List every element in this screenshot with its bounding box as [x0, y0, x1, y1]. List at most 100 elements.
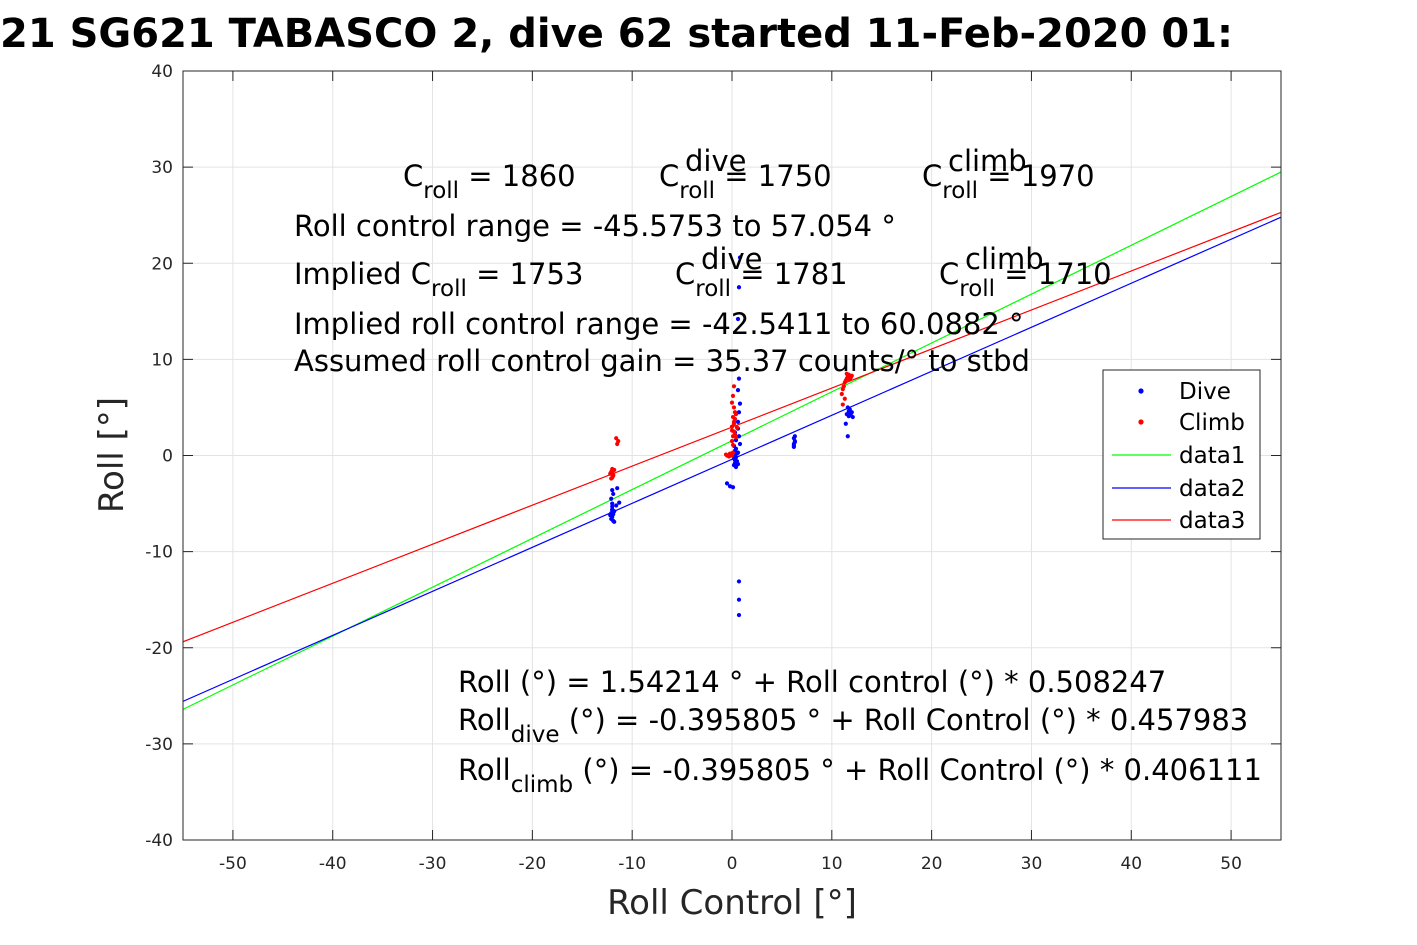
point-dive [610, 501, 615, 506]
point-climb [849, 373, 854, 378]
point-climb [729, 400, 735, 405]
point-dive [610, 504, 615, 509]
point-climb [842, 396, 847, 401]
x-tick-labels: -50 -40 -30 -20 -10 0 10 20 30 40 50 [219, 854, 1242, 874]
x-tick-label: 50 [1220, 854, 1242, 874]
point-dive [734, 459, 740, 464]
point-dive [850, 414, 855, 420]
point-dive [735, 388, 741, 393]
annotation-implied-c-roll-dive-sup: dive [701, 242, 762, 276]
point-climb [731, 384, 737, 389]
point-climb [733, 412, 739, 417]
point-dive [735, 450, 741, 455]
annotation-c-roll-climb-sup: climb [948, 144, 1027, 178]
grid [183, 70, 1281, 841]
series-line-data2 [183, 216, 1281, 702]
legend-label-data1: data1 [1179, 443, 1245, 469]
annotation-c-roll-dive-sup: dive [685, 144, 746, 178]
annotation-implied-range: Implied roll control range = -42.5411 to… [294, 307, 1024, 341]
point-climb [730, 450, 736, 455]
annotation-c-roll-climb: Croll = 1970 [922, 159, 1095, 204]
annotation-implied-c-roll-dive: Croll = 1781 [675, 257, 848, 302]
annotation-range: Roll control range = -45.5753 to 57.054 … [294, 209, 896, 243]
point-climb [723, 452, 729, 457]
annotation-c-roll-dive: Croll = 1750 [659, 159, 832, 204]
point-dive [736, 597, 742, 602]
x-tick-label: -10 [618, 854, 646, 874]
point-dive [730, 485, 736, 490]
legend-label-dive: Dive [1179, 379, 1231, 405]
x-tick-label: 30 [1021, 854, 1043, 874]
point-dive [847, 407, 852, 412]
point-climb [610, 470, 615, 475]
legend-label-data2: data2 [1179, 476, 1245, 502]
legend-label-data3: data3 [1179, 508, 1245, 534]
point-dive [736, 376, 742, 381]
legend-marker-dive [1138, 388, 1144, 394]
axes-box [182, 70, 1282, 841]
annotation-implied-c-roll-climb: Croll = 1710 [939, 257, 1112, 302]
x-tick-label: -30 [419, 854, 447, 874]
annotation-gain: Assumed roll control gain = 35.37 counts… [294, 344, 1030, 378]
y-tick-label: -20 [145, 639, 173, 659]
point-dive [845, 434, 850, 439]
y-tick-label: 30 [151, 158, 173, 178]
x-tick-label: -20 [518, 854, 546, 874]
point-dive [737, 401, 743, 406]
annotation-fit-climb: Rollclimb (°) = -0.395805 ° + Roll Contr… [458, 753, 1262, 798]
point-climb [839, 391, 844, 397]
point-dive [609, 496, 614, 501]
point-dive [735, 316, 741, 322]
point-climb [609, 476, 614, 481]
x-tick-label: -50 [219, 854, 247, 874]
point-dive [737, 441, 743, 447]
point-climb [729, 438, 735, 444]
point-dive [611, 491, 616, 497]
scatter-points [608, 255, 855, 618]
y-tick-label: -30 [145, 735, 173, 755]
point-dive [735, 419, 741, 424]
x-tick-label: 0 [727, 854, 738, 874]
point-dive [615, 486, 620, 491]
point-climb [729, 428, 735, 433]
point-dive [610, 508, 615, 513]
point-climb [734, 425, 740, 430]
point-dive [737, 255, 743, 260]
point-dive [792, 434, 797, 439]
point-climb [731, 405, 737, 410]
point-climb [730, 393, 736, 399]
point-climb [730, 442, 736, 448]
point-dive [612, 519, 617, 524]
y-tick-label: -40 [145, 831, 173, 851]
legend-label-climb: Climb [1179, 410, 1245, 436]
y-tick-labels: -40 -30 -20 -10 0 10 20 30 40 [145, 62, 173, 851]
point-climb [733, 435, 739, 440]
annotation-implied-c-roll-climb-sup: climb [965, 242, 1044, 276]
annotation-fit-dive: Rolldive (°) = -0.395805 ° + Roll Contro… [458, 703, 1248, 748]
point-dive [617, 500, 622, 505]
chart-title: 21 SG621 TABASCO 2, dive 62 started 11-F… [0, 11, 1233, 57]
point-dive [609, 516, 614, 522]
point-dive [843, 421, 848, 426]
x-axis-label: Roll Control [°] [607, 883, 857, 923]
point-climb [732, 416, 738, 422]
point-dive [846, 413, 851, 419]
legend: Dive Climb data1 data2 data3 [1102, 369, 1261, 540]
x-tick-label: 10 [821, 854, 843, 874]
y-tick-label: -10 [145, 543, 173, 563]
point-dive [736, 285, 742, 290]
x-tick-label: 20 [921, 854, 943, 874]
y-axis-label: Roll [°] [92, 397, 132, 513]
point-climb [844, 371, 849, 376]
point-climb [840, 402, 845, 407]
point-dive [791, 443, 796, 448]
y-tick-label: 0 [162, 447, 173, 467]
y-tick-label: 10 [151, 350, 173, 370]
point-climb [731, 421, 737, 426]
point-climb [614, 436, 619, 441]
x-tick-label: 40 [1120, 854, 1142, 874]
point-dive [792, 439, 797, 445]
point-dive [733, 438, 739, 443]
point-dive [724, 481, 730, 486]
